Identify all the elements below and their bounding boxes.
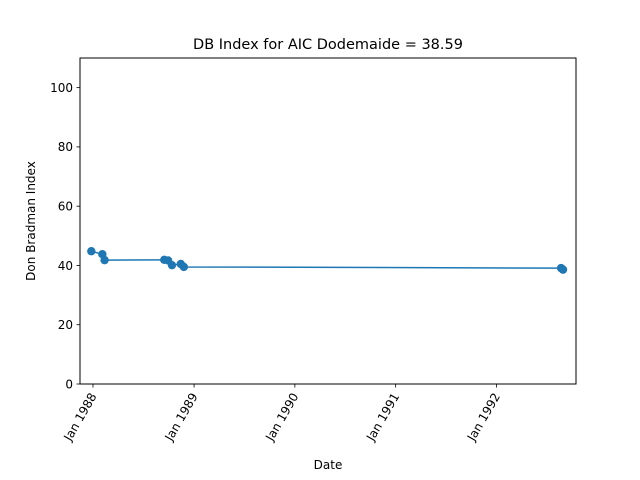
y-tick-label: 100 [50, 81, 73, 95]
chart-title: DB Index for AIC Dodemaide = 38.59 [193, 37, 463, 53]
y-tick-label: 0 [65, 377, 73, 391]
x-tick-label: Jan 1988 [61, 391, 100, 445]
y-tick-label: 20 [58, 318, 73, 332]
x-tick-label: Jan 1992 [464, 391, 503, 445]
data-point [87, 247, 96, 256]
data-point [167, 260, 177, 270]
y-tick-label: 40 [58, 259, 73, 273]
y-axis-ticks: 0 20 40 60 80 100 [50, 81, 80, 391]
y-axis-label: Don Bradman Index [24, 161, 38, 281]
data-point [558, 265, 568, 274]
x-tick-label: Jan 1990 [262, 391, 301, 445]
y-tick-label: 60 [58, 199, 73, 213]
series-layer [87, 247, 568, 274]
plot-area [80, 58, 576, 384]
x-tick-label: Jan 1989 [162, 391, 201, 445]
data-point [100, 255, 109, 265]
x-tick-label: Jan 1991 [363, 391, 402, 445]
x-axis-ticks: Jan 1988 Jan 1989 Jan 1990 Jan 1991 Jan 1992 [61, 384, 503, 445]
plot-frame [79, 57, 577, 385]
x-axis-label: Date [314, 458, 343, 472]
y-tick-label: 80 [58, 140, 73, 154]
data-point [179, 262, 189, 272]
